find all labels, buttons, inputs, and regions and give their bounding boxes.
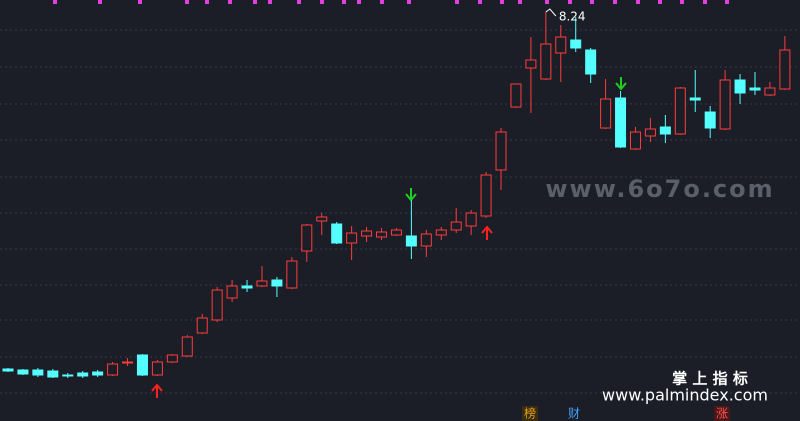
candle-body: [450, 221, 462, 231]
candle-body: [585, 49, 597, 75]
candle-body: [629, 131, 641, 150]
candle-body: [256, 280, 268, 287]
candle-body: [435, 229, 447, 236]
candle-body: [390, 229, 402, 236]
candle-body: [77, 372, 89, 377]
candle-body: [644, 128, 656, 137]
candle-body: [181, 336, 193, 357]
high-leader: [545, 8, 557, 17]
candle-body: [555, 36, 567, 54]
badge: 财: [568, 407, 580, 421]
candle-body: [151, 361, 163, 376]
candle-body: [420, 233, 432, 247]
candle-body: [600, 98, 612, 129]
top-dots: [53, 0, 729, 4]
candle-body: [301, 224, 313, 252]
candle-body: [346, 232, 358, 244]
candle-body: [495, 131, 507, 171]
candle-body: [166, 354, 178, 363]
candle-body: [719, 79, 731, 130]
candle-body: [525, 59, 537, 69]
brand-name: 掌 上 指 标: [672, 370, 748, 388]
candle-body: [674, 87, 686, 135]
candle-body: [659, 126, 671, 135]
candle-body: [331, 223, 343, 244]
candle-body: [2, 368, 14, 372]
candle-body: [465, 212, 477, 227]
candle-body: [510, 83, 522, 108]
candle-body: [779, 49, 791, 90]
badge: 涨: [716, 406, 728, 421]
grid: [0, 29, 800, 394]
candle-body: [62, 374, 74, 377]
candle-body: [405, 235, 417, 247]
candle-body: [689, 97, 701, 101]
badge-box: [522, 406, 538, 421]
candle-body: [361, 230, 373, 237]
candle-body: [17, 369, 29, 375]
candle-body: [271, 279, 283, 287]
candle-body: [749, 87, 761, 91]
candle-body: [122, 361, 134, 364]
candle-body: [107, 363, 119, 376]
candle-body: [540, 43, 552, 80]
candle-body: [480, 174, 492, 217]
candle-body: [211, 289, 223, 321]
candle-body: [226, 285, 238, 299]
high-label: 8.24: [559, 10, 586, 24]
candle-body: [241, 285, 253, 289]
candles: 8.24: [2, 8, 791, 378]
candle-body: [376, 231, 387, 238]
brand-url: www.palmindex.com: [602, 386, 768, 405]
candle-body: [734, 79, 746, 94]
candle-body: [92, 371, 104, 376]
candle-body: [47, 370, 59, 378]
candle-body: [32, 369, 44, 376]
candle-body: [615, 97, 627, 148]
candle-body: [136, 354, 148, 376]
badge-box: [714, 406, 730, 421]
candle-body: [286, 260, 298, 289]
candle-body: [316, 216, 328, 222]
candle-body: [196, 317, 208, 334]
watermark: www.6o7o.com: [545, 175, 774, 203]
badge-box: [566, 406, 582, 421]
badge: 榜: [524, 406, 536, 421]
candle-body: [764, 87, 776, 96]
candle-body: [570, 39, 582, 49]
candle-body: [704, 111, 716, 129]
